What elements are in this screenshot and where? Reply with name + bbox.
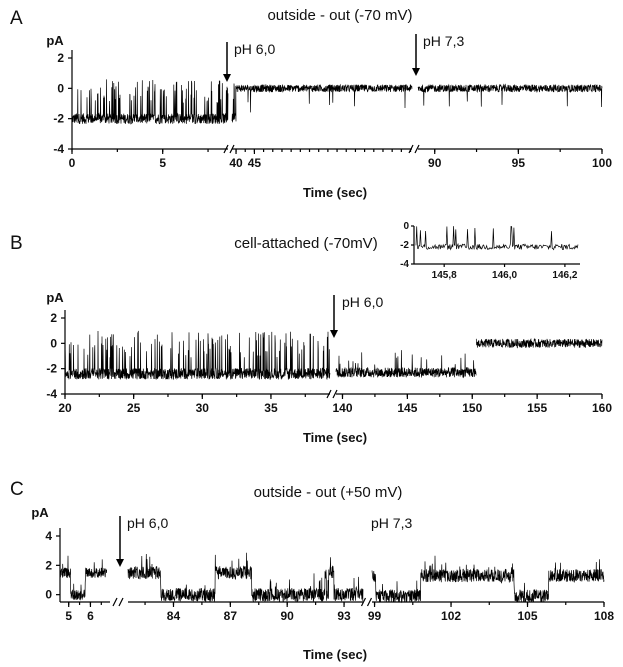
y-tick-label-1-1: 0 bbox=[50, 336, 57, 350]
inset-y-tick-label-1: -2 bbox=[400, 240, 409, 251]
x-tick-label-0-0-0: 0 bbox=[69, 156, 76, 170]
x-tick-label-2-0-0: 5 bbox=[65, 609, 72, 623]
x-tick-label-1-1-4: 160 bbox=[592, 401, 612, 415]
panel-b-ylabel: pA bbox=[46, 290, 64, 305]
trace-segment-0-2 bbox=[235, 83, 413, 113]
panel-letter-b: B bbox=[10, 233, 23, 254]
x-tick-label-1-0-3: 35 bbox=[264, 401, 278, 415]
inset-x-tick-label-2: 146,2 bbox=[552, 270, 577, 281]
panel-letter-c: C bbox=[10, 479, 24, 500]
y-tick-label-0-1: 0 bbox=[57, 81, 64, 95]
trace-segment-2-2 bbox=[371, 555, 605, 604]
panel-a-plot-area: 2 0 -2 -4 0 5 40 45 90 95 100 bbox=[53, 34, 612, 170]
x-tick-label-0-0-1: 5 bbox=[159, 156, 166, 170]
x-tick-label-0-1-1: 45 bbox=[248, 156, 262, 170]
x-tick-label-1-1-3: 155 bbox=[527, 401, 547, 415]
panel-b-plot-area: 20-2-420 25 30 35 140 145 150 155 160 bbox=[46, 295, 612, 415]
y-tick-label-2-0: 4 bbox=[45, 529, 52, 543]
panel-c-xlabel: Time (sec) bbox=[303, 647, 367, 662]
panel-b-chart: B cell-attached (-70mV) pA Time (sec) pH… bbox=[10, 221, 612, 445]
x-tick-label-2-1-1: 87 bbox=[224, 609, 238, 623]
inset-y-tick-label-2: -4 bbox=[400, 259, 409, 270]
axis-break-2-2 bbox=[360, 597, 373, 607]
panel-c-title: outside - out (+50 mV) bbox=[254, 484, 403, 501]
trace-segment-2-1 bbox=[127, 552, 364, 603]
panel-c-annotation-ph60: pH 6,0 bbox=[127, 515, 168, 531]
panel-c-ylabel: pA bbox=[31, 505, 49, 520]
x-tick-label-1-0-0: 20 bbox=[58, 401, 72, 415]
y-tick-label-2-1: 2 bbox=[45, 558, 52, 572]
x-tick-label-1-0-1: 25 bbox=[127, 401, 141, 415]
trace-segment-0-0 bbox=[71, 79, 229, 125]
x-tick-label-2-1-0: 84 bbox=[167, 609, 181, 623]
panel-letter-a: A bbox=[10, 8, 23, 29]
panel-c-annotation-ph73: pH 7,3 bbox=[371, 515, 412, 531]
trace-segment-2-0 bbox=[59, 555, 108, 601]
y-tick-label-2-2: 0 bbox=[45, 588, 52, 602]
panel-a-annotation-ph60: pH 6,0 bbox=[234, 41, 275, 57]
panel-b-title: cell-attached (-70mV) bbox=[234, 235, 377, 252]
y-tick-label-1-0: 2 bbox=[50, 311, 57, 325]
annotation-arrowhead-0-1 bbox=[412, 68, 420, 76]
y-tick-label-0-3: -4 bbox=[53, 142, 64, 156]
panel-a-annotation-ph73: pH 7,3 bbox=[423, 33, 464, 49]
annotation-arrowhead-2-0 bbox=[116, 559, 124, 567]
x-tick-label-0-2-0: 90 bbox=[428, 156, 442, 170]
panel-b-annotation-ph60: pH 6,0 bbox=[342, 294, 383, 310]
annotation-arrowhead-1-0 bbox=[330, 330, 338, 338]
trace-segment-1-2 bbox=[475, 337, 603, 349]
x-tick-label-2-2-1: 102 bbox=[441, 609, 461, 623]
x-tick-label-1-1-2: 150 bbox=[462, 401, 482, 415]
panel-b-inset: 0 -2 -4 145,8 146,0 146,2 bbox=[400, 221, 580, 281]
inset-trace bbox=[415, 225, 579, 251]
x-tick-label-2-2-0: 99 bbox=[368, 609, 382, 623]
trace-segment-0-3 bbox=[417, 83, 603, 108]
axis-break-0-2 bbox=[408, 144, 420, 154]
panel-a-ylabel: pA bbox=[46, 33, 64, 48]
panel-c-plot-area: 4 2 05 6 84 87 90 93 99 102 105 108 bbox=[45, 516, 614, 623]
inset-y-tick-label-0: 0 bbox=[403, 221, 409, 232]
x-tick-label-1-1-1: 145 bbox=[397, 401, 417, 415]
panel-b-xlabel: Time (sec) bbox=[303, 430, 367, 445]
panel-a-xlabel: Time (sec) bbox=[303, 185, 367, 200]
axis-break-0-1 bbox=[223, 144, 235, 154]
panel-a-chart: A outside - out (-70 mV) pA Time (sec) p… bbox=[10, 7, 612, 200]
panel-a-title: outside - out (-70 mV) bbox=[267, 7, 412, 24]
axis-break-1-1 bbox=[326, 389, 338, 399]
trace-segment-0-1 bbox=[231, 83, 237, 123]
x-tick-label-2-1-3: 93 bbox=[337, 609, 351, 623]
trace-segment-1-0 bbox=[64, 330, 331, 381]
x-tick-label-2-1-2: 90 bbox=[281, 609, 295, 623]
x-tick-label-0-2-1: 95 bbox=[512, 156, 526, 170]
panel-c-chart: C outside - out (+50 mV) pA Time (sec) p… bbox=[10, 479, 614, 662]
y-tick-label-0-0: 2 bbox=[57, 51, 64, 65]
x-tick-label-2-0-1: 6 bbox=[87, 609, 94, 623]
x-tick-label-1-0-2: 30 bbox=[196, 401, 210, 415]
x-tick-label-1-1-0: 140 bbox=[332, 401, 352, 415]
x-tick-label-2-2-2: 105 bbox=[518, 609, 538, 623]
x-tick-label-0-2-2: 100 bbox=[592, 156, 612, 170]
x-tick-label-0-1-0: 40 bbox=[229, 156, 243, 170]
y-tick-label-0-2: -2 bbox=[53, 112, 64, 126]
y-tick-label-1-2: -2 bbox=[46, 362, 57, 376]
y-tick-label-1-3: -4 bbox=[46, 387, 57, 401]
inset-x-tick-label-1: 146,0 bbox=[492, 270, 517, 281]
x-tick-label-2-2-3: 108 bbox=[594, 609, 614, 623]
axis-break-2-1 bbox=[112, 597, 124, 607]
trace-segment-1-1 bbox=[335, 350, 477, 379]
inset-x-tick-label-0: 145,8 bbox=[432, 270, 457, 281]
annotation-arrowhead-0-0 bbox=[223, 74, 231, 82]
